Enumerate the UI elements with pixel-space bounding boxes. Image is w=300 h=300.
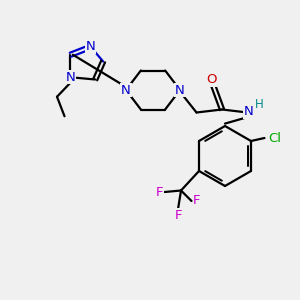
Text: N: N xyxy=(66,71,75,84)
Text: F: F xyxy=(155,185,163,199)
Text: H: H xyxy=(255,98,264,112)
Text: N: N xyxy=(86,40,96,53)
Text: O: O xyxy=(206,73,217,86)
Text: N: N xyxy=(121,83,131,97)
Text: F: F xyxy=(174,208,182,222)
Text: Cl: Cl xyxy=(268,131,281,145)
Text: N: N xyxy=(244,105,254,118)
Text: N: N xyxy=(175,83,185,97)
Text: F: F xyxy=(193,194,201,208)
